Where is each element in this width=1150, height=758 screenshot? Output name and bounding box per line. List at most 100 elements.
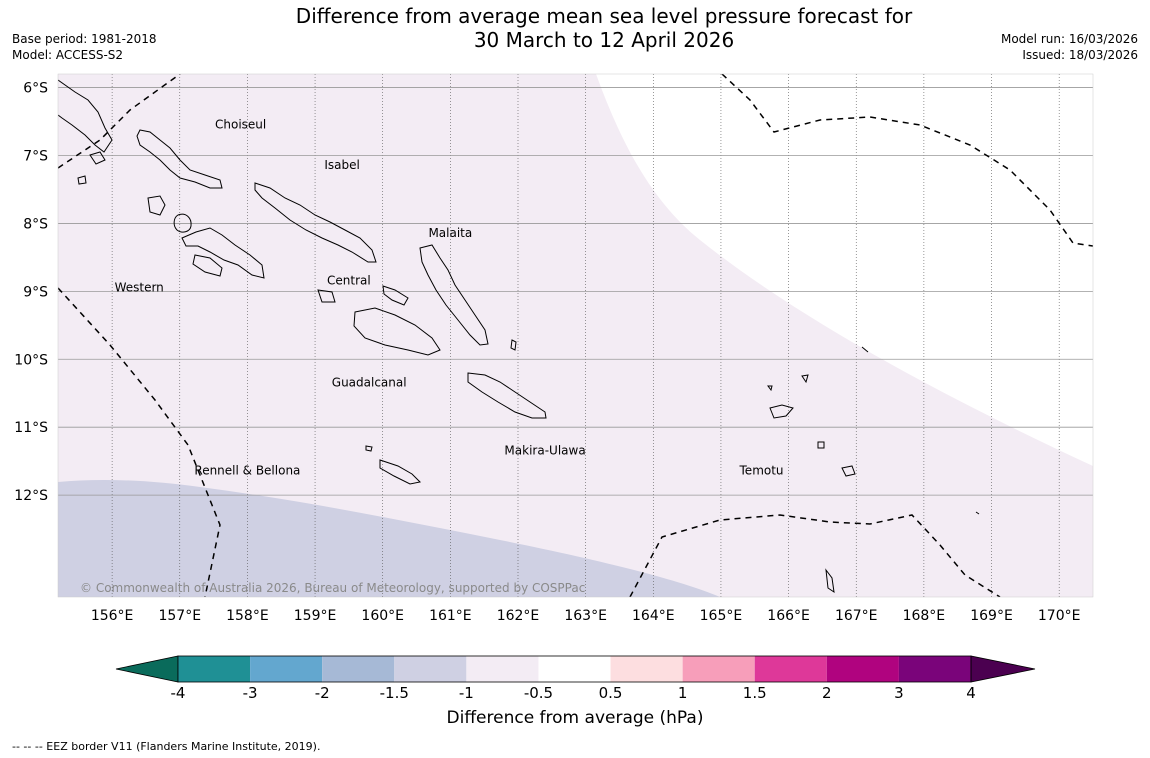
eez-border-northwest [58, 74, 181, 169]
colorbar-swatch [322, 656, 395, 682]
province-label: Temotu [739, 464, 784, 478]
colorbar-swatch [178, 656, 251, 682]
colorbar-outline [177, 655, 972, 683]
colorbar-tick-label: -1.5 [379, 684, 409, 702]
model-name: Model: ACCESS-S2 [12, 48, 124, 62]
colorbar-tick-label: -3 [242, 684, 258, 702]
colorbar-extend-low [115, 655, 179, 683]
colorbar-swatch [250, 656, 323, 682]
coast-rennell [379, 459, 422, 485]
longitude-label: 163°E [564, 608, 607, 624]
latitude-label: 9°S [23, 284, 48, 300]
province-label: Central [327, 274, 371, 288]
latitude-label: 12°S [14, 488, 48, 504]
longitude-label: 157°E [158, 608, 201, 624]
coast-nendo [769, 404, 794, 419]
coast-reef-islands [767, 346, 869, 392]
coast-malaita [419, 244, 489, 346]
issued-date: Issued: 18/03/2026 [1022, 48, 1138, 62]
longitude-label: 170°E [1038, 608, 1081, 624]
longitude-label: 156°E [91, 608, 134, 624]
coast-vella-lavella [147, 195, 166, 216]
province-label: Isabel [324, 158, 359, 172]
coast-tinakula [817, 441, 825, 449]
coast-guadalcanal [353, 307, 441, 356]
latitude-label: 6°S [23, 81, 48, 97]
latitude-label: 8°S [23, 216, 48, 232]
model-run: Model run: 16/03/2026 [1000, 32, 1138, 46]
longitude-label: 165°E [700, 608, 743, 624]
longitude-label: 168°E [903, 608, 946, 624]
coast-vanikoro [841, 465, 856, 477]
eez-footnote: -- -- -- EEZ border V11 (Flanders Marine… [12, 740, 321, 753]
coast-nggela [382, 285, 409, 306]
colorbar-tick-label: -2 [314, 684, 330, 702]
colorbar-tick-label: 1 [677, 684, 688, 702]
colorbar-tick-label: 4 [966, 684, 976, 702]
province-label: Rennell & Bellona [194, 464, 300, 478]
longitude-label: 160°E [361, 608, 404, 624]
colorbar [115, 655, 1036, 683]
colorbar-swatch [682, 656, 755, 682]
longitude-axis: 156°E 157°E 158°E 159°E 160°E 161°E 162°E 163°E… [91, 608, 1081, 624]
colorbar-tick-label: 0.5 [598, 684, 623, 702]
colorbar-swatch [610, 656, 683, 682]
latitude-label: 10°S [14, 352, 48, 368]
anomaly-fill-light [58, 74, 1093, 597]
title-line-1: Difference from average mean sea level p… [295, 4, 913, 28]
province-label: Western [115, 280, 164, 294]
colorbar-swatch [754, 656, 827, 682]
colorbar-swatch [466, 656, 539, 682]
eez-borders [58, 74, 1093, 597]
longitude-label: 161°E [429, 608, 472, 624]
coastlines [58, 79, 980, 594]
colorbar-tick-label: -4 [170, 684, 186, 702]
eez-border-west [58, 287, 221, 597]
province-label: Malaita [428, 226, 472, 240]
meta-right: Model run: 16/03/2026 Issued: 18/03/2026 [1001, 31, 1138, 63]
province-label: Guadalcanal [332, 375, 407, 389]
colorbar-tick-label: -0.5 [523, 684, 554, 702]
longitude-label: 164°E [632, 608, 675, 624]
anomaly-fill-mid [58, 479, 720, 597]
coast-bellona [365, 445, 373, 452]
longitude-label: 162°E [497, 608, 540, 624]
colorbar-tick-label: -1 [458, 684, 474, 702]
map-frame [57, 73, 1094, 598]
coast-new-georgia [181, 227, 265, 279]
colorbar-swatch [538, 656, 611, 682]
province-label: Makira-Ulawa [504, 443, 585, 457]
base-period: Base period: 1981-2018 [12, 32, 157, 46]
longitude-label: 167°E [835, 608, 878, 624]
coast-ulawa [510, 339, 517, 351]
coast-bougainville [58, 79, 113, 153]
colorbar-title: Difference from average (hPa) [446, 708, 704, 728]
coast-isabel [254, 182, 377, 263]
coast-anuta [825, 511, 980, 594]
chart-title: Difference from average mean sea level p… [204, 4, 1004, 52]
colorbar-tick-label: 3 [894, 684, 904, 702]
province-label: Choiseul [215, 117, 266, 131]
coast-russell [317, 289, 336, 303]
coast-choiseul [136, 129, 223, 189]
coast-makira [467, 372, 547, 419]
title-line-2: 30 March to 12 April 2026 [473, 28, 735, 52]
graticule [58, 74, 1093, 597]
province-labels: Choiseul Isabel Malaita Western Central Guada… [115, 117, 784, 477]
colorbar-tick-label: 2 [822, 684, 832, 702]
colorbar-tick-label: 1.5 [742, 684, 767, 702]
copyright-text: © Commonwealth of Australia 2026, Bureau… [80, 581, 585, 595]
latitude-label: 7°S [23, 149, 48, 165]
coast-kolombangara [173, 213, 192, 233]
map-area: © Commonwealth of Australia 2026, Bureau… [58, 74, 1093, 597]
longitude-label: 166°E [767, 608, 810, 624]
latitude-label: 11°S [14, 420, 48, 436]
coast-shortland [77, 151, 106, 185]
colorbar-swatch [898, 656, 971, 682]
longitude-label: 158°E [226, 608, 269, 624]
colorbar-extend-high [970, 655, 1036, 683]
meta-left: Base period: 1981-2018 Model: ACCESS-S2 [12, 31, 157, 63]
latitude-axis: 6°S 7°S 8°S 9°S 10°S 11°S 12°S [14, 81, 48, 505]
longitude-label: 169°E [970, 608, 1013, 624]
